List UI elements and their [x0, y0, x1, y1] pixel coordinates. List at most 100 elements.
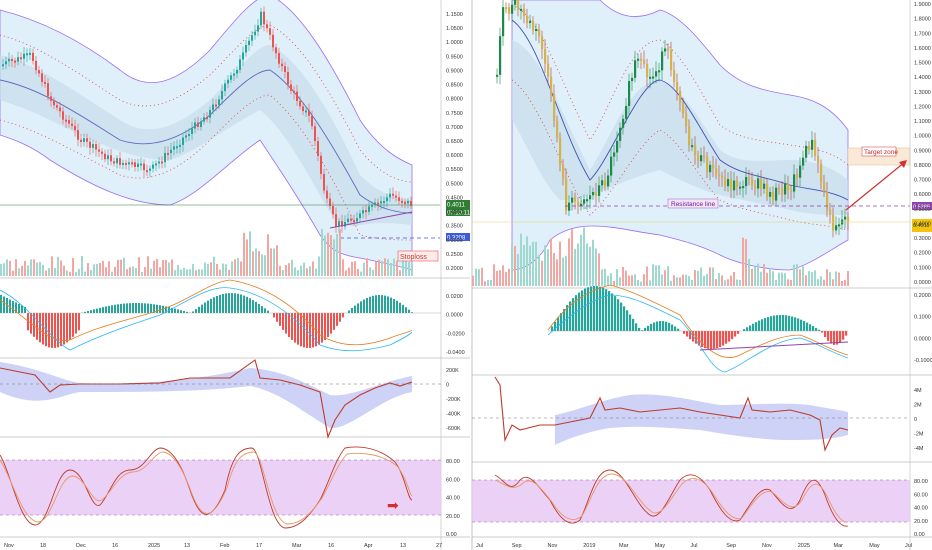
macd-bar [219, 294, 221, 313]
candle [649, 76, 652, 79]
volume-bar [6, 259, 8, 276]
macd-bar [141, 303, 143, 313]
resistance-label: Resistance line [671, 201, 715, 208]
macd-bar [360, 301, 362, 313]
macd-bar [629, 314, 632, 331]
candle [20, 57, 22, 60]
candle [401, 200, 403, 203]
candle [727, 179, 730, 187]
y-tick-label: 0.1000 [914, 265, 931, 271]
x-tick-label: 16 [112, 543, 118, 549]
x-tick-label: Nov [548, 543, 558, 549]
volume-bar [586, 243, 588, 286]
x-tick-label: Jul [476, 543, 483, 549]
volume-bar [60, 260, 62, 276]
left-obv-band [0, 362, 412, 429]
volume-bar [294, 267, 296, 276]
volume-bar [511, 245, 513, 286]
candle [206, 117, 208, 120]
macd-bar [222, 293, 224, 313]
candle [826, 191, 829, 210]
volume-bar [628, 275, 630, 286]
candle [32, 52, 34, 61]
candle [224, 83, 226, 92]
y-tick-label: 0.4000 [914, 221, 931, 227]
macd-bar [132, 303, 134, 313]
left-price-tag-1: 0.4011 [447, 203, 466, 209]
volume-bar [312, 261, 314, 276]
candle [733, 180, 736, 191]
volume-bar [117, 259, 119, 276]
volume-bar [216, 263, 218, 276]
macd-bar [662, 321, 665, 331]
x-tick-label: 2025 [798, 543, 810, 549]
macd-bar [0, 295, 2, 313]
volume-bar [562, 257, 564, 286]
macd-bar [593, 286, 596, 331]
macd-bar [315, 313, 317, 347]
macd-bar [72, 313, 74, 337]
candle [200, 121, 202, 127]
x-tick-label: Apr [364, 543, 373, 549]
candle [610, 156, 613, 176]
candle [374, 202, 376, 205]
macd-bar [93, 309, 95, 313]
y-tick-label: 0.5000 [914, 207, 931, 213]
macd-bar [117, 304, 119, 313]
volume-bar [718, 273, 720, 286]
stoch-tick-label: 20.00 [914, 519, 928, 525]
macd-bar [773, 315, 776, 331]
macd-bar [608, 291, 611, 331]
candle [197, 122, 199, 127]
candle [53, 100, 55, 106]
volume-bar [9, 260, 11, 276]
candle [589, 195, 592, 200]
candle [535, 28, 538, 31]
macd-bar [66, 313, 68, 343]
x-tick-label: May [869, 543, 880, 549]
macd-bar [641, 330, 644, 331]
candle [556, 121, 559, 138]
volume-bar [715, 279, 717, 286]
y-tick-label: 1.7000 [914, 31, 931, 37]
y-tick-label: 1.0000 [446, 40, 463, 46]
volume-bar [78, 269, 80, 276]
macd-bar [575, 295, 578, 331]
candle [338, 221, 340, 227]
macd-bar [656, 321, 659, 331]
macd-bar [255, 301, 257, 313]
macd-bar [51, 313, 53, 348]
macd-bar [177, 309, 179, 313]
volume-bar [535, 241, 537, 286]
volume-bar [249, 231, 251, 276]
volume-bar [742, 237, 744, 286]
volume-bar [174, 270, 176, 276]
macd-bar [312, 313, 314, 348]
volume-bar [499, 270, 501, 286]
candle [68, 119, 70, 124]
macd-bar [318, 313, 320, 345]
candle [502, 7, 505, 37]
volume-bar [237, 258, 239, 276]
volume-bar [616, 269, 618, 286]
macd-bar [114, 304, 116, 313]
candle [511, 4, 514, 14]
candle [296, 91, 298, 102]
right-y-axis: 1.9000 1.8000 1.7000 1.6000 1.5000 1.4000 1.30… [914, 2, 931, 286]
volume-bar [276, 245, 278, 276]
x-tick-label: May [655, 543, 666, 549]
volume-bar [105, 267, 107, 276]
candle [712, 164, 715, 169]
volume-bar [192, 264, 194, 276]
x-tick-label: Feb [220, 543, 229, 549]
volume-bar [99, 262, 101, 276]
y-tick-label: 1.2000 [914, 104, 931, 110]
candle [583, 199, 586, 204]
volume-bar [601, 269, 603, 286]
y-tick-label: 0.5000 [446, 181, 463, 187]
candle [323, 173, 325, 191]
candle [772, 192, 775, 201]
macd-bar [677, 328, 680, 331]
candle [805, 145, 808, 158]
candle [134, 162, 136, 167]
